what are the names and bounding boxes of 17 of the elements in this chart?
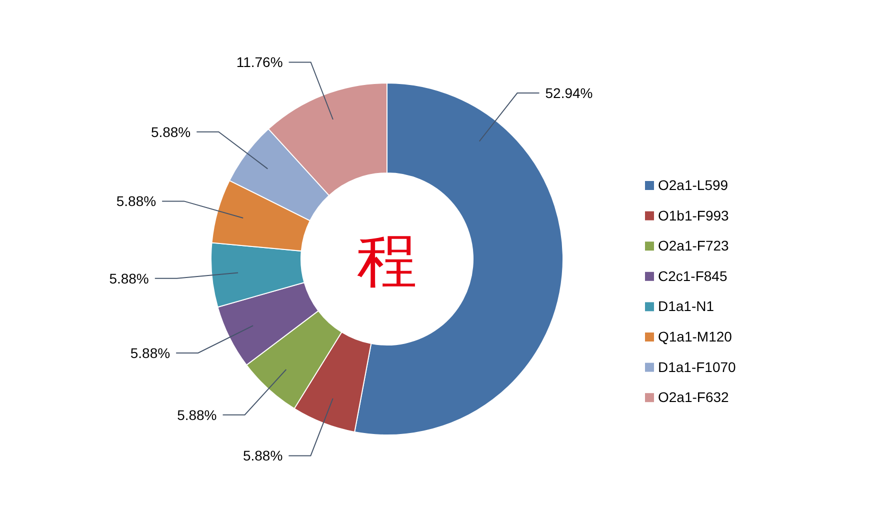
legend-label: D1a1-F1070 xyxy=(658,358,736,375)
legend-label: O2a1-L599 xyxy=(658,177,728,193)
legend-label: O2a1-F632 xyxy=(658,389,730,406)
data-label: 5.88% xyxy=(177,406,217,423)
legend-label: D1a1-N1 xyxy=(658,298,714,314)
data-label: 5.88% xyxy=(116,193,156,210)
data-label: 52.94% xyxy=(545,85,593,102)
legend-label: O1b1-F993 xyxy=(658,207,730,224)
data-label: 5.88% xyxy=(242,448,283,464)
text: 程 xyxy=(357,228,417,294)
data-label: 5.88% xyxy=(130,344,170,361)
data-label: 5.88% xyxy=(150,124,191,140)
data-label: 5.88% xyxy=(109,270,149,286)
legend-label: Q1a1-M120 xyxy=(658,328,732,344)
data-label: 11.76% xyxy=(236,54,283,70)
legend-label: C2c1-F845 xyxy=(658,268,728,284)
legend-label: O2a1-F723 xyxy=(658,238,730,254)
